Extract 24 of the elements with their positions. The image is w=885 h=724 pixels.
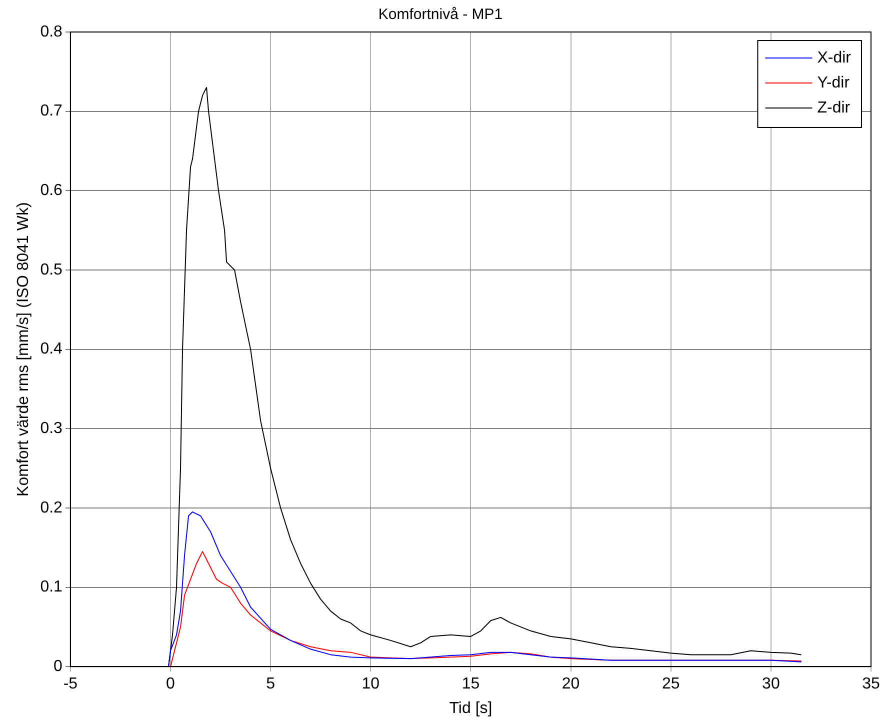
y-tick-label: 0.2 — [40, 499, 63, 516]
y-tick-label: 0.6 — [40, 182, 63, 200]
y-tick-label: 0 — [54, 658, 63, 676]
y-tick-label: 0.3 — [40, 420, 63, 438]
x-axis-title: Tid [s] — [449, 700, 492, 717]
x-tick-label: 35 — [862, 676, 880, 693]
x-tick-label: 10 — [362, 676, 380, 693]
y-tick-label: 0.7 — [40, 102, 63, 120]
x-tick-label: 5 — [266, 676, 276, 693]
x-tick-label: 20 — [562, 676, 580, 693]
x-tick-label: -5 — [63, 676, 78, 693]
y-tick-label: 0.4 — [40, 340, 63, 358]
x-tick-label: 15 — [462, 676, 480, 693]
legend-label: X-dir — [817, 49, 852, 66]
y-axis-title: Komfort värde rms [mm/s] (ISO 8041 Wk) — [15, 202, 32, 496]
y-tick-label: 0.5 — [40, 261, 63, 278]
y-tick-label: 0.1 — [40, 578, 63, 596]
y-tick-label: 0.8 — [40, 23, 63, 40]
chart-title: Komfortnivå - MP1 — [378, 6, 503, 24]
legend-label: Z-dir — [817, 99, 851, 116]
x-tick-label: 0 — [166, 676, 176, 693]
legend-label: Y-dir — [817, 74, 850, 92]
x-tick-label: 25 — [662, 676, 680, 693]
x-tick-label: 30 — [762, 676, 780, 693]
